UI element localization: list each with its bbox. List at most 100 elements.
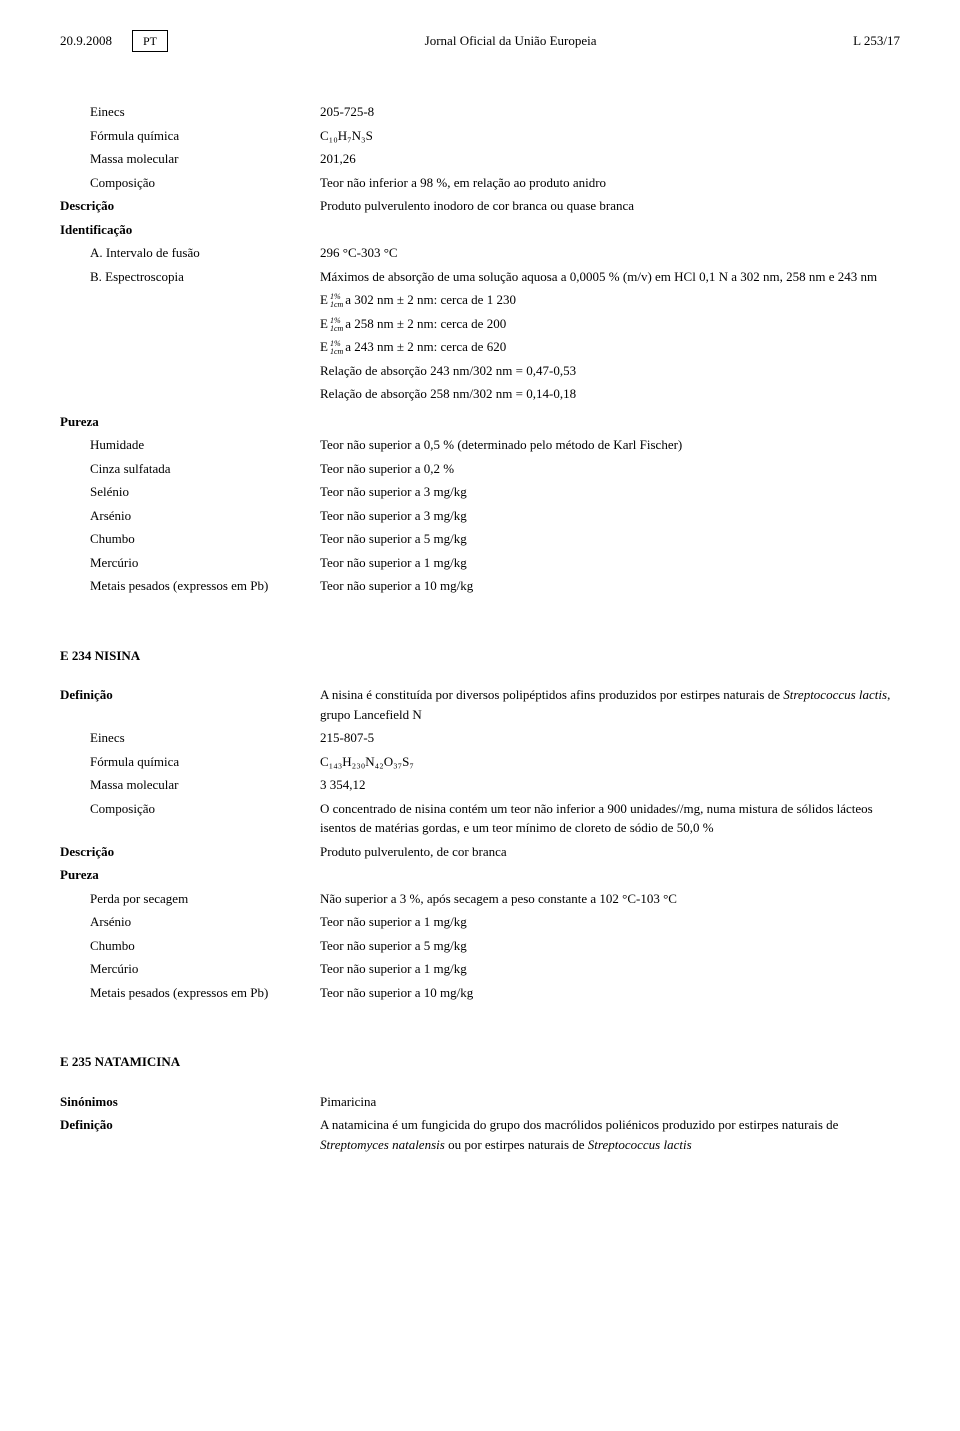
selenio-row: Selénio Teor não superior a 3 mg/kg xyxy=(60,482,900,502)
espectro-line1: Máximos de absorção de uma solução aquos… xyxy=(320,267,900,287)
sinonimos-value: Pimaricina xyxy=(320,1092,900,1112)
definicao3-row: Definição A natamicina é um fungicida do… xyxy=(60,1115,900,1154)
formula-value: C₁₀H₇N₃S xyxy=(320,126,900,146)
header-date: 20.9.2008 xyxy=(60,31,112,51)
descricao2-label: Descrição xyxy=(60,842,320,862)
massa2-row: Massa molecular 3 354,12 xyxy=(60,775,900,795)
formula2-row: Fórmula química C₁₄₃H₂₃₀N₄₂O₃₇S₇ xyxy=(60,752,900,772)
massa-value: 201,26 xyxy=(320,149,900,169)
chumbo-label: Chumbo xyxy=(60,529,320,549)
cinza-row: Cinza sulfatada Teor não superior a 0,2 … xyxy=(60,459,900,479)
einecs2-label: Einecs xyxy=(60,728,320,748)
mercurio2-value: Teor não superior a 1 mg/kg xyxy=(320,959,900,979)
metais2-row: Metais pesados (expressos em Pb) Teor nã… xyxy=(60,983,900,1003)
header-left: 20.9.2008 PT xyxy=(60,30,168,52)
chumbo2-label: Chumbo xyxy=(60,936,320,956)
chumbo-value: Teor não superior a 5 mg/kg xyxy=(320,529,900,549)
arsenio-label: Arsénio xyxy=(60,506,320,526)
pureza2-label: Pureza xyxy=(60,865,320,885)
composicao2-label: Composição xyxy=(60,799,320,838)
composicao-row: Composição Teor não inferior a 98 %, em … xyxy=(60,173,900,193)
arsenio-value: Teor não superior a 3 mg/kg xyxy=(320,506,900,526)
descricao2-value: Produto pulverulento, de cor branca xyxy=(320,842,900,862)
descricao2-row: Descrição Produto pulverulento, de cor b… xyxy=(60,842,900,862)
composicao2-value: O concentrado de nisina contém um teor n… xyxy=(320,799,900,838)
arsenio2-row: Arsénio Teor não superior a 1 mg/kg xyxy=(60,912,900,932)
lang-box: PT xyxy=(132,30,168,52)
metais2-label: Metais pesados (expressos em Pb) xyxy=(60,983,320,1003)
pureza-row: Pureza xyxy=(60,412,900,432)
descricao-label: Descrição xyxy=(60,196,320,216)
cinza-value: Teor não superior a 0,2 % xyxy=(320,459,900,479)
descricao-value: Produto pulverulento inodoro de cor bran… xyxy=(320,196,900,216)
definicao3-value: A natamicina é um fungicida do grupo dos… xyxy=(320,1115,900,1154)
mercurio2-row: Mercúrio Teor não superior a 1 mg/kg xyxy=(60,959,900,979)
humidade-row: Humidade Teor não superior a 0,5 % (dete… xyxy=(60,435,900,455)
formula-row: Fórmula química C₁₀H₇N₃S xyxy=(60,126,900,146)
cinza-label: Cinza sulfatada xyxy=(60,459,320,479)
perda-value: Não superior a 3 %, após secagem a peso … xyxy=(320,889,900,909)
identificacao-label: Identificação xyxy=(60,220,320,240)
composicao-value: Teor não inferior a 98 %, em relação ao … xyxy=(320,173,900,193)
intervalo-row: A. Intervalo de fusão 296 °C-303 °C xyxy=(60,243,900,263)
metais-row: Metais pesados (expressos em Pb) Teor nã… xyxy=(60,576,900,596)
humidade-label: Humidade xyxy=(60,435,320,455)
einecs-row: Einecs 205-725-8 xyxy=(60,102,900,122)
espectro-row: B. Espectroscopia Máximos de absorção de… xyxy=(60,267,900,408)
metais2-value: Teor não superior a 10 mg/kg xyxy=(320,983,900,1003)
espectro-value: Máximos de absorção de uma solução aquos… xyxy=(320,267,900,408)
massa-row: Massa molecular 201,26 xyxy=(60,149,900,169)
espectro-e3: E1%1cma 243 nm ± 2 nm: cerca de 620 xyxy=(320,337,900,357)
einecs-value: 205-725-8 xyxy=(320,102,900,122)
page-header: 20.9.2008 PT Jornal Oficial da União Eur… xyxy=(60,30,900,52)
mercurio-value: Teor não superior a 1 mg/kg xyxy=(320,553,900,573)
arsenio-row: Arsénio Teor não superior a 3 mg/kg xyxy=(60,506,900,526)
einecs2-value: 215-807-5 xyxy=(320,728,900,748)
arsenio2-value: Teor não superior a 1 mg/kg xyxy=(320,912,900,932)
chumbo-row: Chumbo Teor não superior a 5 mg/kg xyxy=(60,529,900,549)
massa-label: Massa molecular xyxy=(60,149,320,169)
massa2-value: 3 354,12 xyxy=(320,775,900,795)
definicao2-row: Definição A nisina é constituída por div… xyxy=(60,685,900,724)
formula-label: Fórmula química xyxy=(60,126,320,146)
section3-title: E 235 NATAMICINA xyxy=(60,1052,900,1072)
intervalo-label: A. Intervalo de fusão xyxy=(60,243,320,263)
page-ref: L 253/17 xyxy=(853,31,900,51)
mercurio2-label: Mercúrio xyxy=(60,959,320,979)
sinonimos-row: Sinónimos Pimaricina xyxy=(60,1092,900,1112)
espectro-e2: E1%1cma 258 nm ± 2 nm: cerca de 200 xyxy=(320,314,900,334)
espectro-rel1: Relação de absorção 243 nm/302 nm = 0,47… xyxy=(320,361,900,381)
pureza2-row: Pureza xyxy=(60,865,900,885)
journal-title: Jornal Oficial da União Europeia xyxy=(425,31,597,51)
composicao-label: Composição xyxy=(60,173,320,193)
perda-row: Perda por secagem Não superior a 3 %, ap… xyxy=(60,889,900,909)
espectro-label: B. Espectroscopia xyxy=(60,267,320,408)
mercurio-label: Mercúrio xyxy=(60,553,320,573)
section2-title: E 234 NISINA xyxy=(60,646,900,666)
chumbo2-value: Teor não superior a 5 mg/kg xyxy=(320,936,900,956)
definicao3-label: Definição xyxy=(60,1115,320,1154)
intervalo-value: 296 °C-303 °C xyxy=(320,243,900,263)
chumbo2-row: Chumbo Teor não superior a 5 mg/kg xyxy=(60,936,900,956)
pureza-label: Pureza xyxy=(60,412,320,432)
formula2-label: Fórmula química xyxy=(60,752,320,772)
composicao2-row: Composição O concentrado de nisina conté… xyxy=(60,799,900,838)
metais-value: Teor não superior a 10 mg/kg xyxy=(320,576,900,596)
definicao2-label: Definição xyxy=(60,685,320,724)
formula2-value: C₁₄₃H₂₃₀N₄₂O₃₇S₇ xyxy=(320,752,900,772)
selenio-value: Teor não superior a 3 mg/kg xyxy=(320,482,900,502)
descricao-row: Descrição Produto pulverulento inodoro d… xyxy=(60,196,900,216)
selenio-label: Selénio xyxy=(60,482,320,502)
espectro-e1: E1%1cma 302 nm ± 2 nm: cerca de 1 230 xyxy=(320,290,900,310)
humidade-value: Teor não superior a 0,5 % (determinado p… xyxy=(320,435,900,455)
einecs2-row: Einecs 215-807-5 xyxy=(60,728,900,748)
einecs-label: Einecs xyxy=(60,102,320,122)
perda-label: Perda por secagem xyxy=(60,889,320,909)
arsenio2-label: Arsénio xyxy=(60,912,320,932)
metais-label: Metais pesados (expressos em Pb) xyxy=(60,576,320,596)
definicao2-value: A nisina é constituída por diversos poli… xyxy=(320,685,900,724)
identificacao-row: Identificação xyxy=(60,220,900,240)
espectro-rel2: Relação de absorção 258 nm/302 nm = 0,14… xyxy=(320,384,900,404)
sinonimos-label: Sinónimos xyxy=(60,1092,320,1112)
massa2-label: Massa molecular xyxy=(60,775,320,795)
